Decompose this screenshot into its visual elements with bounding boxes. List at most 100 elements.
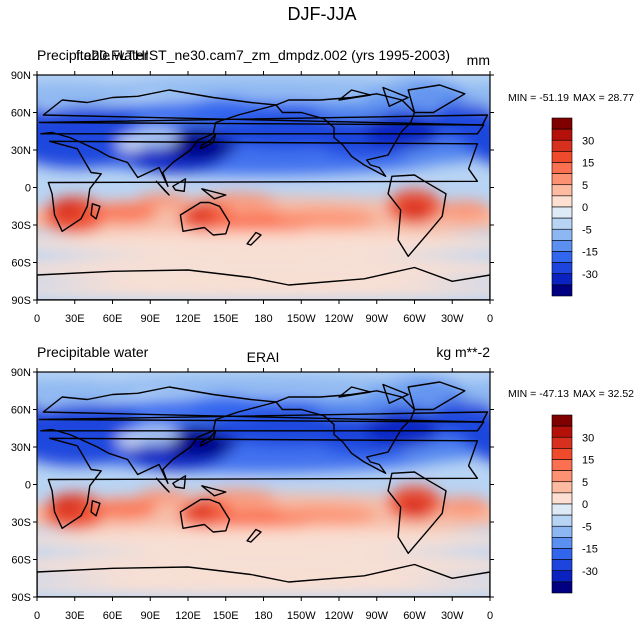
lon-tick-label: 90W bbox=[365, 610, 388, 622]
panel-obs-min-label: MIN = -47.13 bbox=[508, 388, 569, 400]
colorbar-label: -15 bbox=[582, 544, 598, 556]
figure-title: DJF-JJA bbox=[288, 4, 357, 24]
lat-tick-label: 60N bbox=[11, 108, 31, 120]
colorbar-label: -15 bbox=[582, 247, 598, 259]
lon-tick-label: 150E bbox=[213, 610, 239, 622]
continent-outlines bbox=[37, 381, 490, 597]
colorbar-swatch bbox=[551, 436, 573, 449]
lon-tick-label: 60E bbox=[103, 610, 123, 622]
lat-tick-label: 60S bbox=[11, 258, 31, 270]
lat-tick-label: 30N bbox=[11, 145, 31, 157]
lon-tick-label: 90W bbox=[365, 313, 388, 325]
colorbar-swatch bbox=[551, 173, 573, 186]
lat-tick-label: 60N bbox=[11, 405, 31, 417]
colorbar-swatch bbox=[551, 195, 573, 208]
panel-model-min-label: MIN = -51.19 bbox=[508, 92, 569, 104]
colorbar-swatch bbox=[551, 162, 573, 174]
lon-tick-label: 150W bbox=[287, 313, 316, 325]
colorbar-swatch bbox=[551, 537, 573, 549]
panel-obs-units: kg m**-2 bbox=[436, 344, 490, 360]
precipitable-water-difference-field bbox=[37, 75, 490, 300]
colorbar-swatch bbox=[551, 240, 573, 252]
panel-obs-dataset-title: ERAI bbox=[247, 349, 280, 365]
colorbar-label: 30 bbox=[582, 135, 594, 147]
colorbar-swatch bbox=[551, 262, 573, 275]
lat-tick-label: 30S bbox=[11, 220, 31, 232]
colorbar-swatch bbox=[551, 273, 573, 286]
panel-obs: Precipitable water ERAI kg m**-2 90N 60N 3… bbox=[11, 344, 634, 622]
lon-tick-label: 120W bbox=[325, 313, 354, 325]
lon-tick-label: 180 bbox=[254, 313, 272, 325]
colorbar-swatch bbox=[551, 548, 573, 560]
panel-model-case-title: f.e20.FLTHIST_ne30.cam7_zm_dmpdz.002 (yr… bbox=[76, 47, 450, 63]
panel-model-left-title: Precipitable water bbox=[37, 47, 149, 63]
panel-obs-left-title: Precipitable water bbox=[37, 344, 149, 360]
colorbar-swatch bbox=[551, 514, 573, 527]
lat-tick-label: 90N bbox=[11, 70, 31, 82]
colorbar-swatch bbox=[551, 217, 573, 230]
colorbar-swatch bbox=[551, 414, 573, 427]
colorbar-label: -30 bbox=[582, 566, 598, 578]
colorbar-label: 5 bbox=[582, 180, 588, 192]
lon-tick-label: 60W bbox=[403, 313, 426, 325]
colorbar-swatch bbox=[551, 581, 573, 594]
continent-outlines bbox=[37, 84, 490, 300]
colorbar-swatch bbox=[551, 525, 573, 538]
lat-tick-label: 90S bbox=[11, 295, 31, 307]
colorbar-swatch bbox=[551, 151, 573, 163]
lon-tick-label: 150W bbox=[287, 610, 316, 622]
lon-tick-label: 0 bbox=[487, 313, 493, 325]
panel-obs-max-label: MAX = 32.52 bbox=[573, 388, 634, 400]
colorbar-swatch bbox=[551, 492, 573, 505]
lon-tick-label: 30W bbox=[441, 313, 464, 325]
colorbar-swatch bbox=[551, 139, 573, 152]
panel-model-field-map bbox=[37, 75, 490, 300]
colorbar-label: 5 bbox=[582, 477, 588, 489]
panel-model: Precipitable water f.e20.FLTHIST_ne30.ca… bbox=[11, 47, 634, 325]
lon-tick-label: 120E bbox=[175, 610, 201, 622]
colorbar-swatch bbox=[551, 184, 573, 197]
colorbar-swatch bbox=[551, 503, 573, 516]
colorbar-label: 30 bbox=[582, 432, 594, 444]
colorbar-swatch bbox=[551, 570, 573, 583]
panel-obs-field-map bbox=[37, 372, 490, 597]
lat-tick-label: 0 bbox=[25, 480, 31, 492]
lon-tick-label: 150E bbox=[213, 313, 239, 325]
lat-tick-label: 90N bbox=[11, 367, 31, 379]
lat-tick-label: 0 bbox=[25, 183, 31, 195]
colorbar-swatch bbox=[551, 448, 573, 460]
panel-obs-colorbar: 30 15 5 0 -5 -15 -30 bbox=[551, 414, 598, 594]
colorbar-swatch bbox=[551, 559, 573, 572]
colorbar-label: 15 bbox=[582, 455, 594, 467]
colorbar-label: 0 bbox=[582, 499, 588, 511]
lon-tick-label: 0 bbox=[34, 610, 40, 622]
lon-tick-label: 60W bbox=[403, 610, 426, 622]
colorbar-swatch bbox=[551, 228, 573, 241]
lon-tick-label: 30W bbox=[441, 610, 464, 622]
lon-tick-label: 0 bbox=[487, 610, 493, 622]
lon-tick-label: 120E bbox=[175, 313, 201, 325]
lon-tick-label: 60E bbox=[103, 313, 123, 325]
colorbar-swatch bbox=[551, 206, 573, 219]
lat-tick-label: 30S bbox=[11, 517, 31, 529]
panel-model-colorbar: 30 15 5 0 -5 -15 -30 bbox=[551, 117, 598, 297]
lat-tick-label: 60S bbox=[11, 555, 31, 567]
colorbar-swatch bbox=[551, 481, 573, 494]
lon-tick-label: 90E bbox=[140, 313, 160, 325]
lon-tick-label: 180 bbox=[254, 610, 272, 622]
lon-tick-label: 90E bbox=[140, 610, 160, 622]
lat-tick-label: 30N bbox=[11, 442, 31, 454]
colorbar-swatch bbox=[551, 425, 573, 438]
colorbar-label: -5 bbox=[582, 521, 592, 533]
colorbar-swatch bbox=[551, 284, 573, 297]
lon-tick-label: 120W bbox=[325, 610, 354, 622]
colorbar-swatch bbox=[551, 459, 573, 471]
lon-tick-label: 30E bbox=[65, 610, 85, 622]
colorbar-label: -30 bbox=[582, 269, 598, 281]
colorbar-label: 0 bbox=[582, 202, 588, 214]
lat-tick-label: 90S bbox=[11, 592, 31, 604]
panel-model-units: mm bbox=[467, 52, 490, 68]
colorbar-label: -5 bbox=[582, 224, 592, 236]
